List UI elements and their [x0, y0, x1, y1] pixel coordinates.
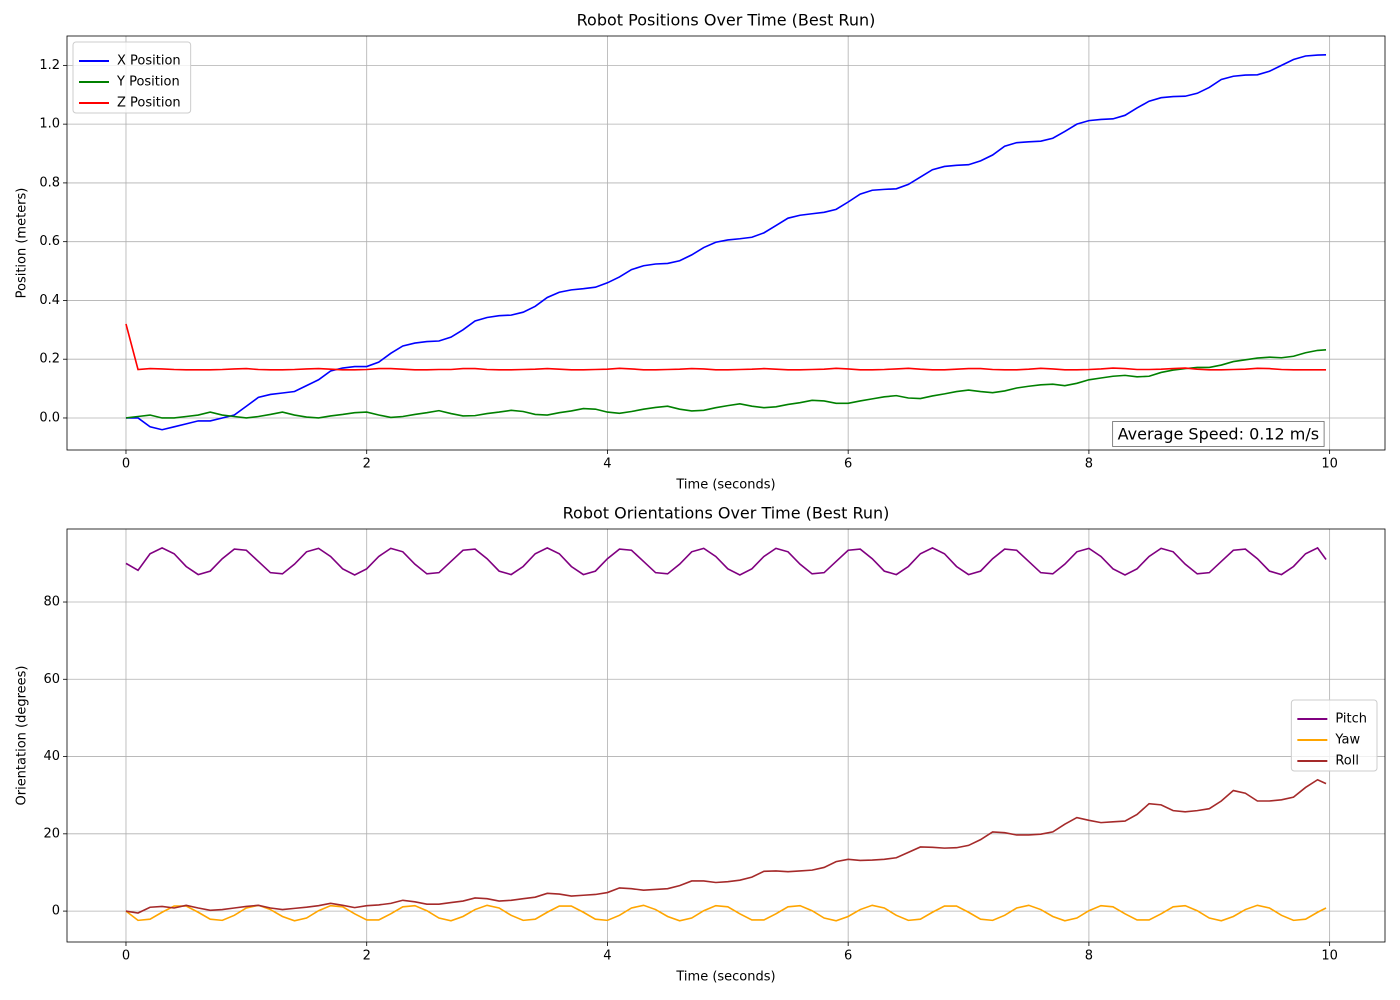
- x-tick-label: 8: [1085, 457, 1093, 472]
- annotation-box: [1112, 421, 1325, 447]
- y-tick-label: 20: [43, 826, 60, 841]
- data-line: [125, 778, 1327, 914]
- axes-frame: [66, 35, 1386, 451]
- legend-label: Z Position: [117, 96, 181, 111]
- legend-label: Roll: [1335, 754, 1359, 769]
- x-tick-label: 8: [1085, 949, 1093, 964]
- y-axis-label: Orientation (degrees): [15, 666, 30, 806]
- x-axis-label: Time (seconds): [675, 478, 775, 493]
- y-tick-label: 0.2: [39, 352, 60, 367]
- y-tick-label: 1.0: [39, 117, 60, 132]
- legend-label: Yaw: [1334, 733, 1360, 748]
- y-tick-label: 0.0: [39, 410, 60, 425]
- x-tick-label: 0: [122, 949, 130, 964]
- legend-frame: [72, 41, 192, 114]
- x-tick-label: 4: [603, 457, 611, 472]
- x-tick-label: 2: [363, 457, 371, 472]
- plot-area: [125, 54, 1327, 431]
- y-tick-label: 0.6: [39, 234, 60, 249]
- plot-area: [125, 546, 1327, 922]
- axes-frame: [66, 528, 1386, 943]
- y-tick-label: 0.8: [39, 175, 60, 190]
- legend-label: Y Position: [116, 75, 180, 90]
- x-tick-label: 4: [603, 949, 611, 964]
- y-tick-label: 60: [43, 672, 60, 687]
- chart-title: Robot Orientations Over Time (Best Run): [563, 504, 890, 523]
- x-tick-label: 6: [844, 949, 852, 964]
- x-tick-label: 2: [363, 949, 371, 964]
- data-line: [125, 349, 1327, 419]
- x-tick-label: 10: [1321, 457, 1338, 472]
- y-tick-label: 40: [43, 749, 60, 764]
- chart-title: Robot Positions Over Time (Best Run): [577, 11, 876, 30]
- y-tick-label: 1.2: [39, 58, 60, 73]
- legend-frame: [1290, 699, 1378, 772]
- y-tick-label: 80: [43, 595, 60, 610]
- data-line: [125, 546, 1327, 576]
- data-line: [125, 54, 1327, 431]
- x-axis-label: Time (seconds): [675, 970, 775, 985]
- data-line: [125, 904, 1327, 922]
- annotation: Average Speed: 0.12 m/s: [1118, 425, 1319, 444]
- legend: X Position Y Position Z Position: [72, 41, 192, 114]
- legend-label: Pitch: [1335, 712, 1367, 727]
- y-tick-label: 0: [52, 904, 60, 919]
- legend-label: X Position: [117, 54, 181, 69]
- x-tick-label: 10: [1321, 949, 1338, 964]
- data-line: [125, 323, 1327, 371]
- x-tick-label: 6: [844, 457, 852, 472]
- legend: Pitch Yaw Roll: [1290, 699, 1378, 772]
- y-tick-label: 0.4: [39, 293, 60, 308]
- x-tick-label: 0: [122, 457, 130, 472]
- y-axis-label: Position (meters): [15, 188, 30, 299]
